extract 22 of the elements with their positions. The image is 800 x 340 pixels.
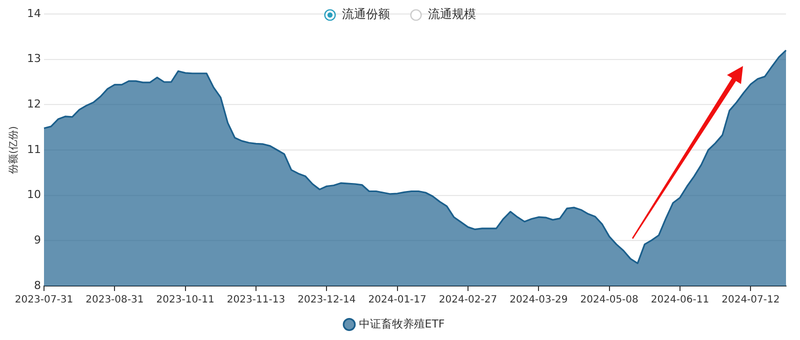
y-tick-label: 11: [26, 142, 41, 156]
y-tick-label: 12: [26, 98, 41, 111]
x-tick-label: 2024-03-29: [510, 294, 568, 306]
x-tick-label: 2024-01-17: [368, 294, 426, 306]
legend-label: 中证畜牧养殖ETF: [358, 317, 445, 330]
x-tick-label: 2023-07-31: [14, 294, 74, 306]
y-tick-label: 9: [34, 234, 41, 247]
annotation: 流通份额: [342, 6, 390, 23]
x-tick-label: 2024-05-08: [580, 294, 638, 306]
x-tick-label: 2023-12-14: [298, 294, 356, 306]
y-tick-label: 10: [26, 188, 41, 202]
x-tick-label: 2024-06-11: [650, 294, 710, 306]
x-tick-label: 2024-07-12: [722, 294, 780, 306]
x-tick-label: 2023-10-11: [156, 294, 214, 306]
x-tick-label: 2024-02-27: [438, 294, 498, 306]
x-tick-label: 2023-11-13: [226, 294, 286, 306]
y-tick-label: 13: [26, 52, 41, 66]
annotation: 流通规模: [428, 6, 476, 23]
y-axis-title: 份额(亿份): [8, 126, 20, 174]
y-tick-label: 8: [34, 278, 41, 292]
x-tick-label: 2023-08-31: [86, 294, 144, 306]
y-tick-label: 14: [26, 6, 41, 20]
